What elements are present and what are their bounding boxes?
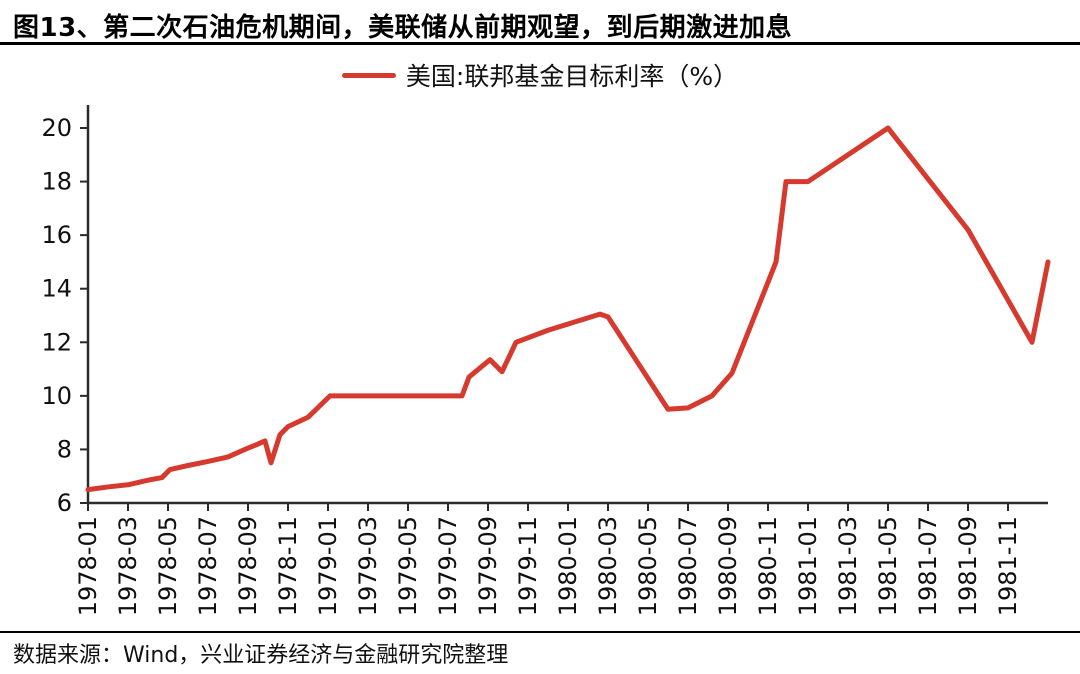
x-tick-label: 1980-11 (754, 516, 782, 616)
y-tick-label: 6 (57, 489, 72, 517)
x-tick-label: 1979-05 (394, 516, 422, 616)
x-tick-label: 1981-03 (834, 516, 862, 616)
x-tick-label: 1978-01 (74, 516, 102, 616)
footer-divider (0, 631, 1080, 633)
x-tick-label: 1981-09 (954, 516, 982, 616)
x-tick-label: 1980-03 (594, 516, 622, 616)
x-tick-label: 1978-11 (274, 516, 302, 616)
x-tick-label: 1980-07 (674, 516, 702, 616)
y-tick-label: 14 (41, 275, 72, 303)
x-tick-label: 1978-09 (234, 516, 262, 616)
x-tick-label: 1981-11 (994, 516, 1022, 616)
data-source-note: 数据来源：Wind，兴业证券经济与金融研究院整理 (13, 643, 509, 668)
x-tick-label: 1981-07 (914, 516, 942, 616)
x-tick-label: 1978-07 (194, 516, 222, 616)
x-tick-label: 1979-01 (314, 516, 342, 616)
rate-line-series (85, 125, 1051, 493)
x-tick-label: 1981-05 (874, 516, 902, 616)
y-tick-label: 8 (57, 435, 72, 463)
x-tick-label: 1979-09 (474, 516, 502, 616)
y-tick-label: 18 (41, 168, 72, 196)
x-tick-label: 1980-05 (634, 516, 662, 616)
x-tick-label: 1978-05 (154, 516, 182, 616)
x-tick-label: 1979-03 (354, 516, 382, 616)
x-tick-label: 1980-09 (714, 516, 742, 616)
y-tick-label: 16 (41, 221, 72, 249)
x-tick-label: 1979-07 (434, 516, 462, 616)
chart-legend: 美国:联邦基金目标利率（%） (0, 60, 1080, 91)
x-tick-label: 1980-01 (554, 516, 582, 616)
x-tick-label: 1979-11 (514, 516, 542, 616)
x-tick-label: 1978-03 (114, 516, 142, 616)
figure-title: 图13、第二次石油危机期间，美联储从前期观望，到后期激进加息 (13, 13, 793, 43)
title-divider (0, 42, 1080, 45)
legend-line-swatch (341, 72, 396, 78)
legend-series-label: 美国:联邦基金目标利率（%） (405, 62, 739, 91)
y-tick-label: 20 (41, 114, 72, 142)
x-tick-label: 1981-01 (794, 516, 822, 616)
y-tick-label: 12 (41, 328, 72, 356)
y-tick-label: 10 (41, 382, 72, 410)
